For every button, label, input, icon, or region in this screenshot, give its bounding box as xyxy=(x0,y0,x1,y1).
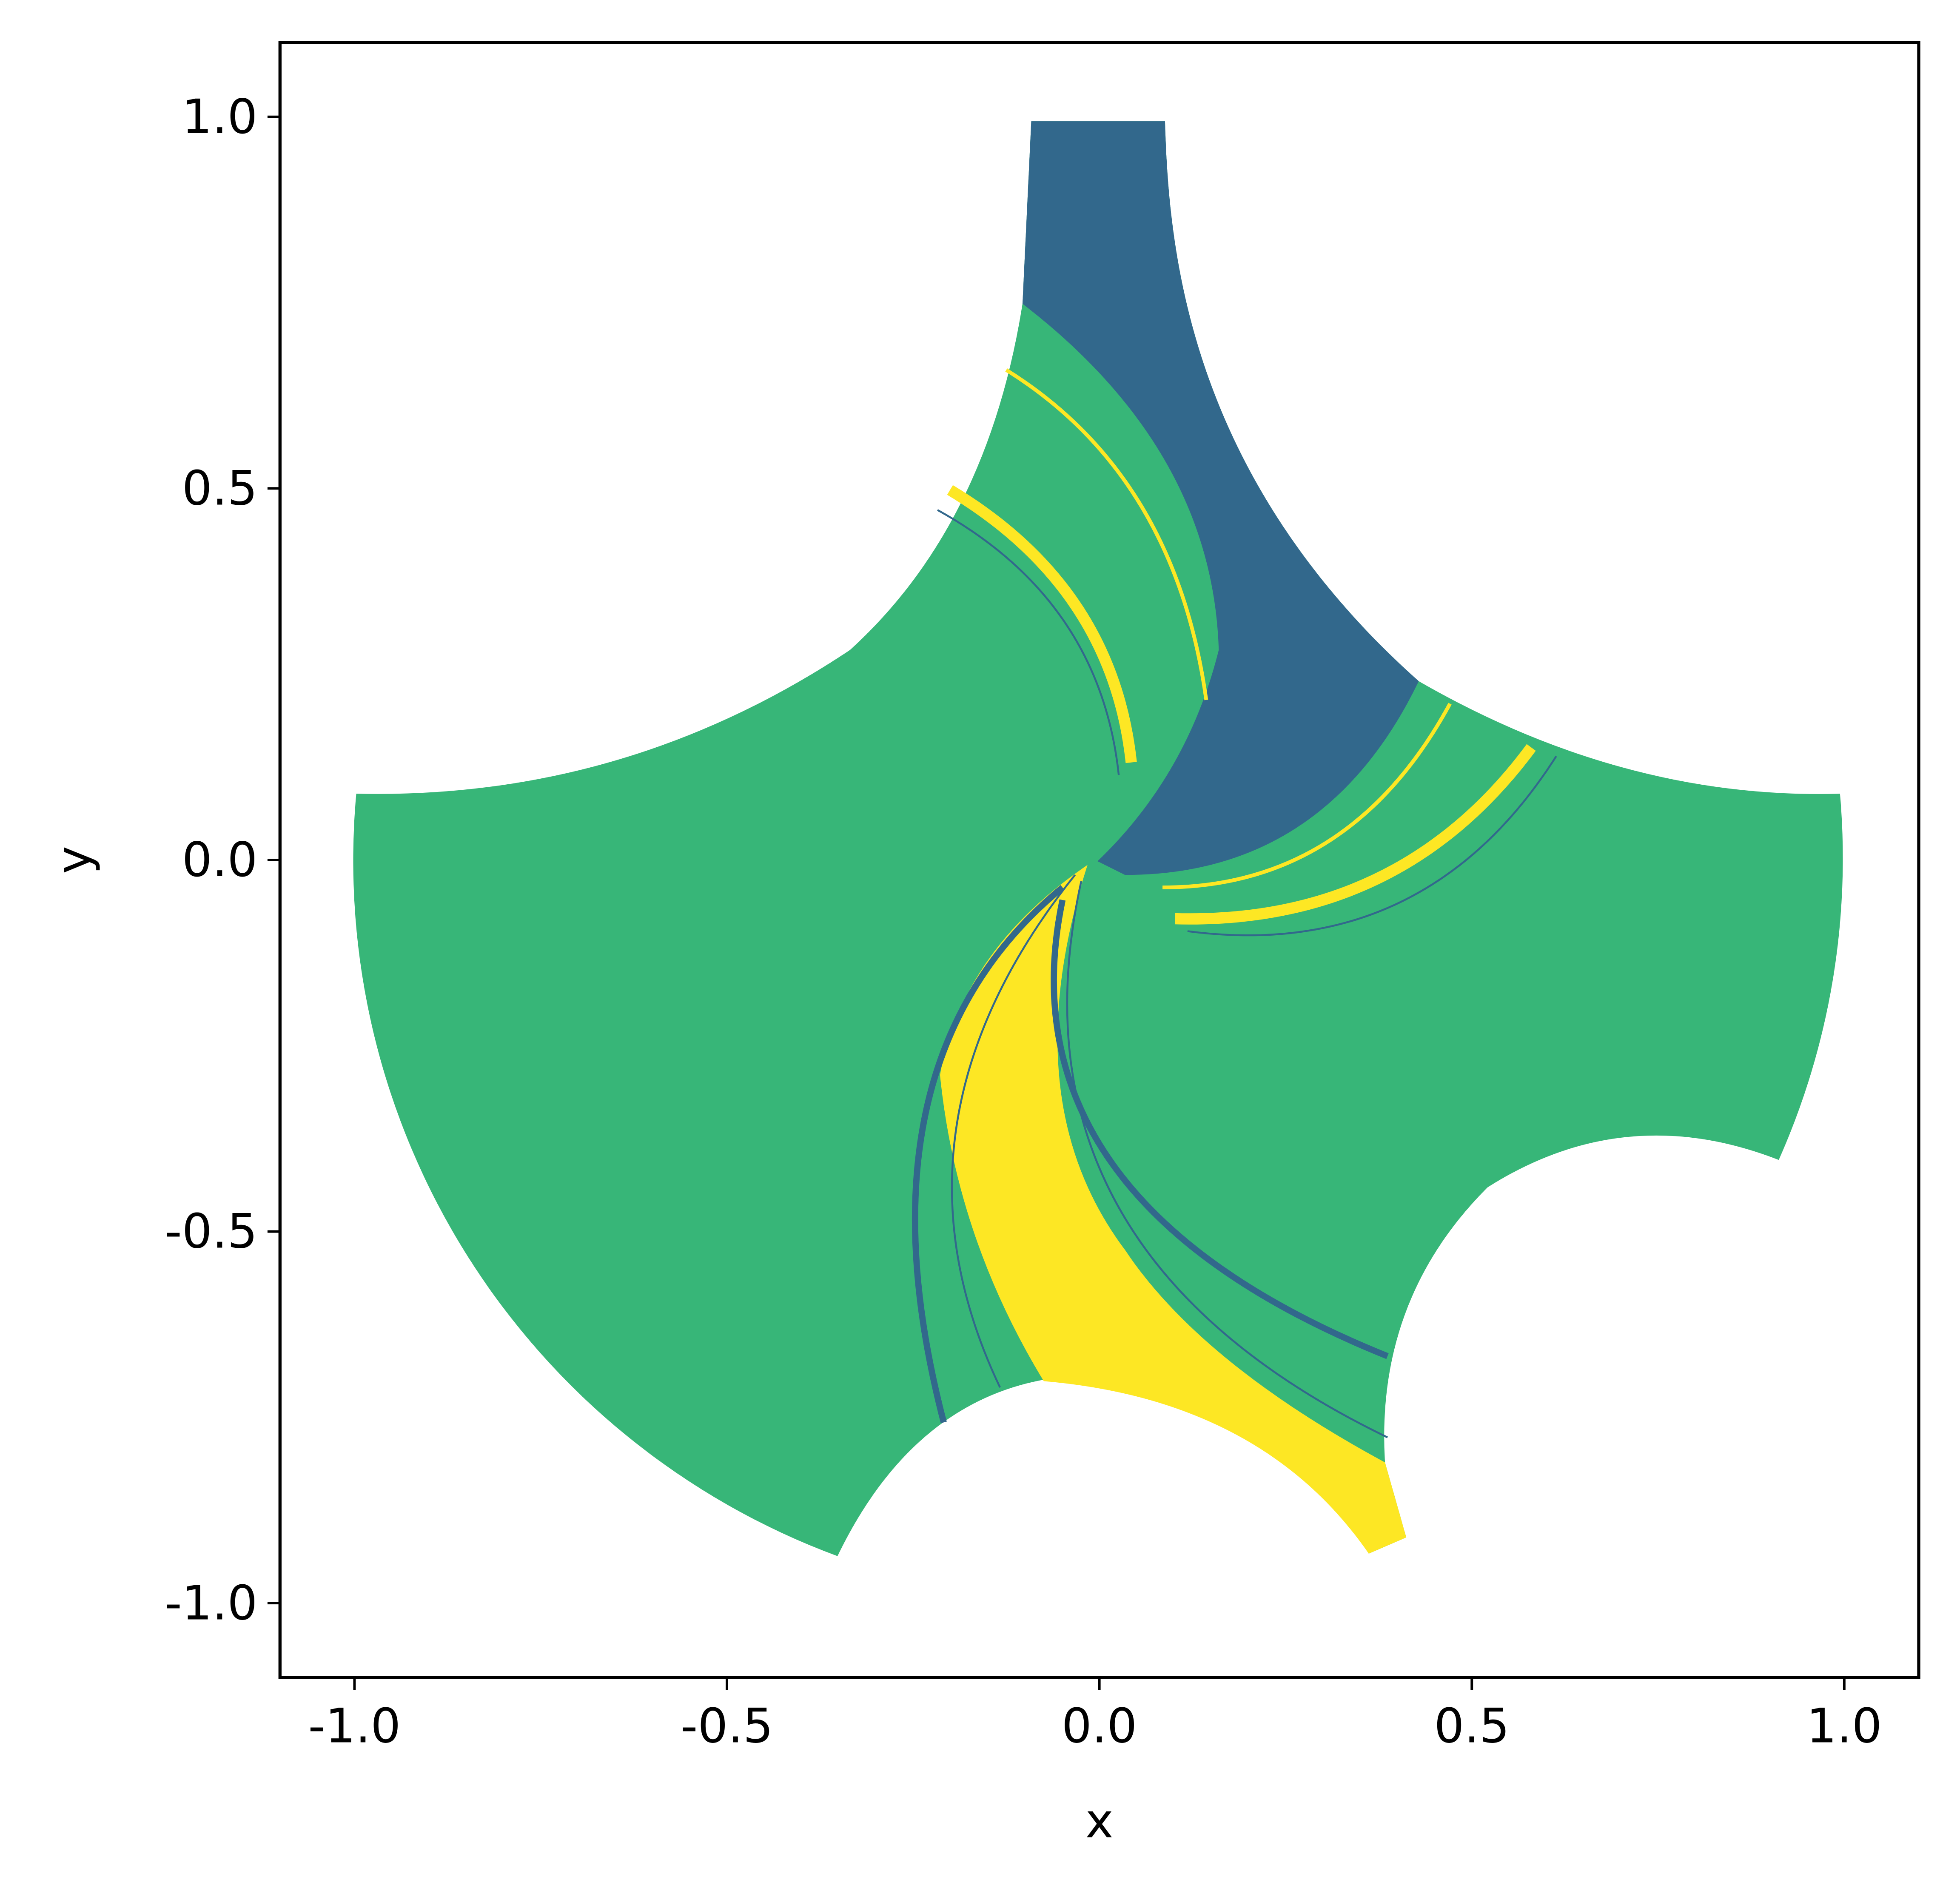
bands xyxy=(912,368,1557,1438)
y-tick-label: -1.0 xyxy=(165,1575,258,1631)
y-tick-label: -0.5 xyxy=(165,1204,258,1259)
blue-band xyxy=(1066,881,1388,1438)
blue-band xyxy=(951,874,1076,1388)
blue-band xyxy=(1051,899,1389,1359)
x-tick-label: 1.0 xyxy=(1806,1699,1882,1754)
axes: -1.0 -0.5 0.0 0.5 1.0 -1.0 -0.5 0.0 0.5 1.0 xyxy=(165,89,1882,1754)
y-tick-label: 0.5 xyxy=(182,461,258,516)
x-tick-label: -0.5 xyxy=(681,1699,773,1754)
blue-band xyxy=(937,509,1120,775)
x-tick-label: -1.0 xyxy=(308,1699,401,1754)
yellow-band xyxy=(1162,703,1452,889)
yellow-band xyxy=(1005,368,1208,700)
y-axis-label: y xyxy=(46,846,102,874)
x-tick-label: 0.0 xyxy=(1062,1699,1137,1754)
yellow-band xyxy=(947,485,1137,763)
blue-band xyxy=(1187,755,1557,937)
blue-band xyxy=(912,885,1065,1424)
x-axis-label: x xyxy=(1085,1794,1114,1849)
y-tick-label: 0.0 xyxy=(182,832,258,888)
yellow-band xyxy=(1175,744,1536,925)
y-tick-label: 1.0 xyxy=(182,89,258,145)
blue-region xyxy=(1022,121,1419,875)
field-image xyxy=(353,121,1843,1556)
x-tick-label: 0.5 xyxy=(1434,1699,1510,1754)
green-region xyxy=(353,121,1843,1556)
